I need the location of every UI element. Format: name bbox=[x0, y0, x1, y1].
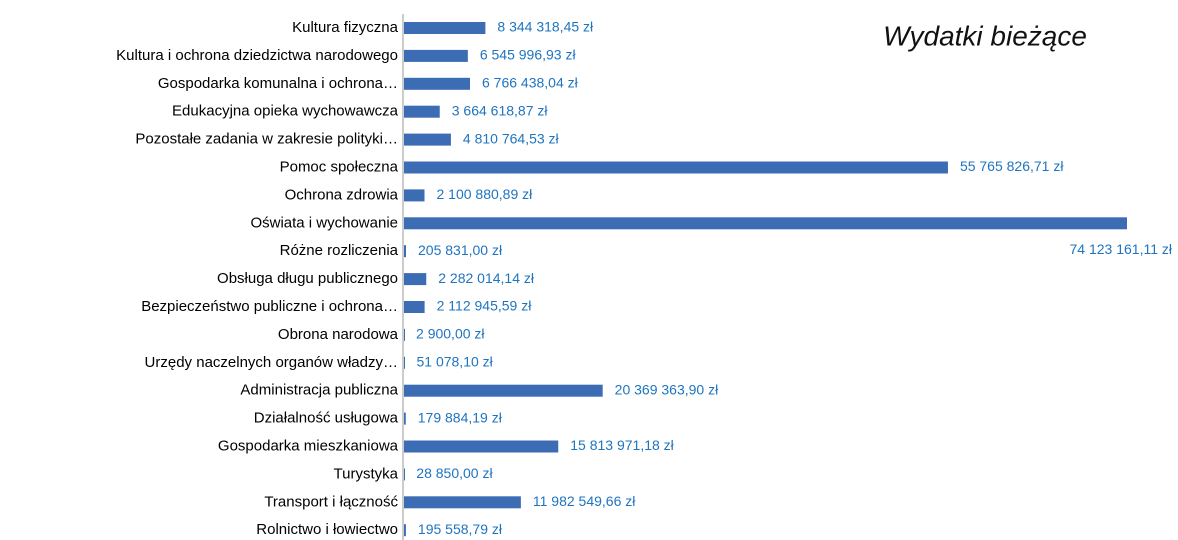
bar bbox=[404, 161, 948, 174]
bar bbox=[404, 524, 406, 537]
category-label: Gospodarka mieszkaniowa bbox=[218, 437, 399, 454]
bar bbox=[404, 384, 603, 397]
bar bbox=[404, 22, 486, 34]
category-label: Kultura fizyczna bbox=[292, 19, 399, 36]
bar bbox=[404, 328, 405, 341]
value-label: 74 123 161,11 zł bbox=[1070, 241, 1173, 257]
category-label: Różne rozliczenia bbox=[280, 242, 399, 259]
value-label: 15 813 971,18 zł bbox=[570, 437, 674, 453]
bar bbox=[404, 496, 521, 509]
bar bbox=[404, 412, 406, 425]
value-label: 2 900,00 zł bbox=[416, 326, 485, 342]
bar bbox=[404, 356, 405, 369]
bar bbox=[404, 217, 1127, 230]
value-label: 2 112 945,59 zł bbox=[437, 298, 533, 314]
bar bbox=[404, 468, 405, 481]
category-label: Bezpieczeństwo publiczne i ochrona… bbox=[141, 298, 398, 315]
category-label: Urzędy naczelnych organów władzy… bbox=[145, 354, 398, 371]
category-label: Oświata i wychowanie bbox=[250, 214, 398, 231]
value-label: 2 100 880,89 zł bbox=[436, 186, 533, 202]
category-label: Ochrona zdrowia bbox=[285, 186, 399, 203]
value-label: 2 282 014,14 zł bbox=[438, 270, 535, 286]
category-label: Obsługa długu publicznego bbox=[217, 270, 398, 287]
value-label: 4 810 764,53 zł bbox=[463, 130, 560, 146]
category-label: Kultura i ochrona dziedzictwa narodowego bbox=[116, 47, 398, 64]
value-label: 205 831,00 zł bbox=[418, 242, 503, 258]
bar bbox=[404, 49, 468, 62]
value-label: 55 765 826,71 zł bbox=[960, 158, 1064, 174]
value-label: 3 664 618,87 zł bbox=[452, 102, 549, 118]
category-label: Obrona narodowa bbox=[278, 326, 399, 343]
bar bbox=[404, 273, 427, 286]
bar bbox=[404, 245, 407, 258]
bar bbox=[404, 189, 425, 202]
value-label: 28 850,00 zł bbox=[416, 465, 493, 481]
value-label: 51 078,10 zł bbox=[416, 354, 493, 370]
category-label: Administracja publiczna bbox=[240, 382, 398, 399]
bar bbox=[404, 301, 425, 313]
value-label: 11 982 549,66 zł bbox=[533, 493, 636, 509]
category-label: Pomoc społeczna bbox=[280, 158, 399, 175]
category-label: Działalność usługowa bbox=[254, 410, 399, 427]
value-label: 20 369 363,90 zł bbox=[615, 381, 719, 397]
value-label: 8 344 318,45 zł bbox=[497, 19, 594, 35]
category-label: Gospodarka komunalna i ochrona… bbox=[158, 75, 398, 92]
bar bbox=[404, 440, 559, 453]
bar bbox=[404, 133, 451, 146]
value-label: 6 766 438,04 zł bbox=[482, 75, 579, 91]
chart-title: Wydatki bieżące bbox=[883, 20, 1087, 51]
bar bbox=[404, 77, 471, 90]
category-label: Rolnictwo i łowiectwo bbox=[256, 521, 398, 538]
category-label: Turystyka bbox=[334, 465, 399, 482]
category-label: Edukacyjna opieka wychowawcza bbox=[172, 103, 399, 120]
value-label: 179 884,19 zł bbox=[418, 409, 503, 425]
category-label: Pozostałe zadania w zakresie polityki… bbox=[135, 131, 398, 148]
value-label: 6 545 996,93 zł bbox=[480, 47, 577, 63]
category-label: Transport i łączność bbox=[264, 493, 398, 510]
bar bbox=[404, 105, 440, 118]
value-label: 195 558,79 zł bbox=[418, 521, 503, 537]
